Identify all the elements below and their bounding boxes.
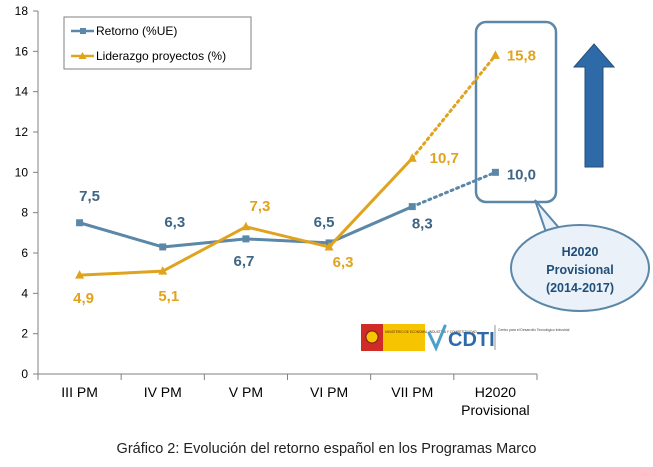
data-point-1 [407, 153, 417, 162]
y-tick-label: 2 [21, 327, 28, 341]
y-tick-label: 6 [21, 246, 28, 260]
chart: 0 2 4 6 8 10 12 14 16 18 III PM IV PM V PM VI PM VII … [15, 4, 650, 418]
data-point-1 [324, 241, 334, 251]
legend-box [63, 16, 252, 70]
ministerio-logo: MINISTERIO DE ECONOMÍA, INDUSTRIA Y COMP… [361, 324, 477, 351]
callout-line-3: (2014-2017) [546, 281, 614, 295]
up-arrow-icon [572, 43, 616, 168]
h2020-highlight-box [474, 20, 558, 204]
x-tick-label: H2020 [475, 384, 516, 400]
data-point-1 [75, 270, 85, 279]
y-axis: 0 2 4 6 8 10 12 14 16 18 [15, 4, 39, 381]
legend-marker-liderazgo [78, 52, 87, 59]
x-tick-label: IV PM [144, 384, 182, 400]
y-tick-label: 4 [21, 286, 28, 300]
data-label: 5,1 [158, 288, 179, 305]
y-tick-label: 0 [21, 367, 28, 381]
data-labels: 7,5 6,3 6,7 6,5 8,3 10,0 4,9 5,1 7,3 6,3 10,7 15,8 [73, 47, 536, 307]
y-tick-label: 16 [15, 44, 29, 58]
series-line-dotted-0 [410, 170, 497, 209]
data-point-0 [76, 219, 84, 227]
x-tick-label: III PM [61, 384, 98, 400]
data-label: 15,8 [507, 47, 536, 64]
data-point-1 [490, 50, 500, 59]
y-tick-label: 14 [15, 85, 29, 99]
data-label: 7,3 [249, 198, 270, 215]
x-tick-label: VII PM [391, 384, 433, 400]
callout-line-2: Provisional [546, 263, 613, 277]
y-tick-label: 12 [15, 125, 29, 139]
x-axis: III PM IV PM V PM VI PM VII PM H2020 Provision… [37, 373, 538, 418]
callout-line-1: H2020 [562, 245, 599, 259]
y-tick-label: 8 [21, 206, 28, 220]
data-point-0 [408, 203, 416, 211]
figure-caption: Gráfico 2: Evolución del retorno español… [116, 441, 537, 457]
series-line-dotted-1 [410, 53, 497, 160]
data-point-0 [242, 235, 250, 243]
h2020-callout: H2020 Provisional (2014-2017) [510, 199, 650, 312]
data-label: 8,3 [412, 216, 433, 233]
data-label: 4,9 [73, 290, 94, 307]
data-label: 6,3 [333, 254, 354, 271]
data-label: 7,5 [79, 188, 100, 205]
callout-bubble [510, 224, 650, 312]
data-point-0 [159, 243, 167, 251]
svg-text:Centro para el Desarrollo Tecn: Centro para el Desarrollo Tecnológico In… [498, 328, 570, 332]
y-tick-label: 18 [15, 4, 29, 18]
logos: MINISTERIO DE ECONOMÍA, INDUSTRIA Y COMP… [361, 324, 570, 352]
x-tick-label: V PM [229, 384, 263, 400]
data-point-1 [241, 221, 251, 231]
svg-text:CDTI: CDTI [448, 329, 495, 351]
data-label: 10,7 [430, 150, 459, 167]
data-point-0 [491, 168, 499, 176]
legend-label-retorno: Retorno (%UE) [96, 24, 177, 38]
legend-label-liderazgo: Liderazgo proyectos (%) [96, 49, 226, 63]
y-tick-label: 10 [15, 165, 29, 179]
cdti-logo: CDTI Centro para el Desarrollo Tecnológi… [427, 324, 570, 352]
x-tick-label: Provisional [461, 402, 529, 418]
svg-text:MINISTERIO DE ECONOMÍA, INDUST: MINISTERIO DE ECONOMÍA, INDUSTRIA Y COMP… [385, 330, 477, 334]
x-tick-label: VI PM [310, 384, 348, 400]
data-label: 6,7 [233, 253, 254, 270]
data-point-1 [158, 266, 168, 275]
legend: Retorno (%UE) Liderazgo proyectos (%) [63, 16, 252, 70]
data-label: 6,3 [164, 214, 185, 231]
data-label: 10,0 [507, 166, 536, 183]
legend-marker-retorno [80, 28, 86, 34]
data-label: 6,5 [314, 214, 335, 231]
series [75, 50, 500, 279]
